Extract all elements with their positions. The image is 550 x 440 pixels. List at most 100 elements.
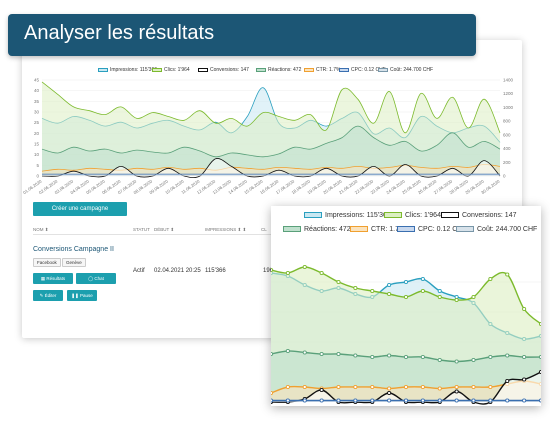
legend-swatch: [384, 212, 402, 218]
series-area: [42, 126, 500, 176]
y-tick-label: 20: [34, 131, 40, 136]
series-line: [41, 81, 501, 134]
legend-swatch: [339, 67, 349, 72]
results-chart: 45 40 35 30 25 20 15 10 5 0 1400 1200 1000 800 600 400 2…: [22, 78, 514, 196]
col-status[interactable]: STATUT: [133, 227, 150, 232]
data-point: [471, 294, 476, 300]
data-point: [285, 384, 290, 390]
legend-label: Réactions: 472: [268, 67, 302, 73]
legend-label: Conversions: 147: [462, 212, 517, 219]
legend-item[interactable]: CTR: 1.7%: [304, 67, 340, 73]
col-impressions[interactable]: IMPRESSIONS ⬍ ⬍: [205, 227, 247, 232]
legend-swatch: [283, 226, 301, 232]
data-point: [370, 398, 375, 403]
data-point: [471, 384, 476, 390]
y-tick-label: 10: [34, 152, 40, 157]
data-point: [370, 354, 375, 360]
zoom-legend-item[interactable]: CPC: 0.12 CHF: [397, 226, 467, 234]
col-start[interactable]: DÉBUT ⬍: [154, 227, 175, 232]
legend-item[interactable]: CPC: 0.12 CHF: [339, 67, 386, 73]
data-point: [403, 354, 409, 360]
legend-item[interactable]: Clics: 1'964: [152, 67, 190, 73]
y2-tick-label: 800: [503, 119, 511, 124]
zoom-legend-item[interactable]: Réactions: 472: [283, 226, 351, 234]
data-point: [353, 285, 358, 291]
legend-swatch: [98, 67, 108, 72]
chat-icon: ◯: [88, 276, 95, 281]
title-banner: Analyser les résultats: [8, 14, 476, 56]
legend-label: Coût: 244.700 CHF: [477, 226, 538, 233]
series-line: [41, 125, 501, 158]
data-point: [302, 398, 307, 403]
data-point: [319, 351, 324, 357]
data-point: [370, 384, 375, 390]
y-tick-label: 45: [34, 78, 40, 83]
legend-swatch: [304, 212, 322, 218]
y-tick-label: 5: [36, 163, 39, 168]
data-point: [271, 390, 274, 396]
y-tick-label: 35: [34, 99, 40, 104]
legend-swatch: [198, 67, 208, 72]
col-name[interactable]: NOM ⬍: [33, 227, 49, 232]
zoom-legend-item[interactable]: Conversions: 147: [441, 212, 516, 220]
zoom-legend-item[interactable]: CTR: 1.7%: [350, 226, 405, 234]
data-point: [336, 398, 341, 403]
zoom-legend-item[interactable]: Impressions: 115'366: [304, 212, 391, 220]
zoom-legend-item[interactable]: Coût: 244.700 CHF: [456, 226, 537, 234]
data-point: [505, 353, 510, 358]
data-point: [437, 288, 442, 294]
data-point: [437, 398, 442, 403]
data-point: [505, 378, 510, 384]
data-point: [488, 276, 493, 282]
data-point: [420, 288, 425, 294]
legend-item[interactable]: Réactions: 472: [256, 67, 301, 73]
data-point: [302, 350, 307, 355]
data-point: [302, 384, 307, 390]
data-point: [353, 384, 358, 390]
data-point: [538, 321, 541, 327]
y2-tick-label: 1200: [503, 91, 514, 96]
data-point: [387, 282, 392, 288]
legend-label: Réactions: 472: [304, 226, 351, 233]
legend-swatch: [256, 67, 266, 72]
data-point: [403, 384, 409, 390]
tag-geneve: Genève: [62, 258, 86, 267]
legend-item[interactable]: Impressions: 115'366: [98, 67, 157, 73]
pause-button[interactable]: ❚❚ Pause: [67, 290, 97, 301]
legend-label: CTR: 1.7%: [316, 67, 341, 73]
status-value: Actif: [133, 268, 145, 274]
legend-item[interactable]: Coût: 244.700 CHF: [378, 67, 433, 73]
y-tick-label: 15: [34, 142, 40, 147]
campaign-name-link[interactable]: Conversions Campagne II: [33, 246, 114, 253]
data-point: [522, 377, 527, 382]
legend-label: CPC: 0.12 CHF: [351, 67, 386, 73]
legend-label: Clics: 1'964: [164, 67, 190, 73]
data-point: [437, 294, 442, 300]
y-tick-label: 0: [36, 174, 39, 179]
zoom-legend-item[interactable]: Clics: 1'964: [384, 212, 441, 220]
chart-legend: Impressions: 115'366 Clics: 1'964 Conversi…: [22, 67, 522, 77]
data-point: [454, 384, 459, 390]
legend-swatch: [350, 226, 368, 232]
create-campaign-button[interactable]: Créer une campagne: [33, 202, 127, 216]
legend-swatch: [456, 226, 474, 232]
data-point: [420, 276, 425, 282]
col-clicks[interactable]: CL: [261, 227, 267, 232]
data-point: [302, 264, 307, 270]
y-tick-label: 40: [34, 88, 40, 93]
data-point: [353, 353, 358, 358]
results-button[interactable]: ▦ Résultats: [33, 273, 73, 284]
edit-button[interactable]: ✎ Éditer: [33, 290, 63, 301]
legend-label: Impressions: 115'366: [325, 212, 391, 219]
data-point: [505, 398, 510, 403]
legend-label: Coût: 244.700 CHF: [390, 67, 434, 73]
y2-tick-label: 1400: [503, 78, 514, 83]
data-point: [387, 291, 392, 297]
y2-tick-label: 0: [503, 174, 506, 179]
data-point: [488, 384, 493, 390]
legend-item[interactable]: Conversions: 147: [198, 67, 249, 73]
series-area: [42, 164, 500, 176]
data-point: [403, 279, 409, 285]
chat-button[interactable]: ◯ Chat: [76, 273, 116, 284]
